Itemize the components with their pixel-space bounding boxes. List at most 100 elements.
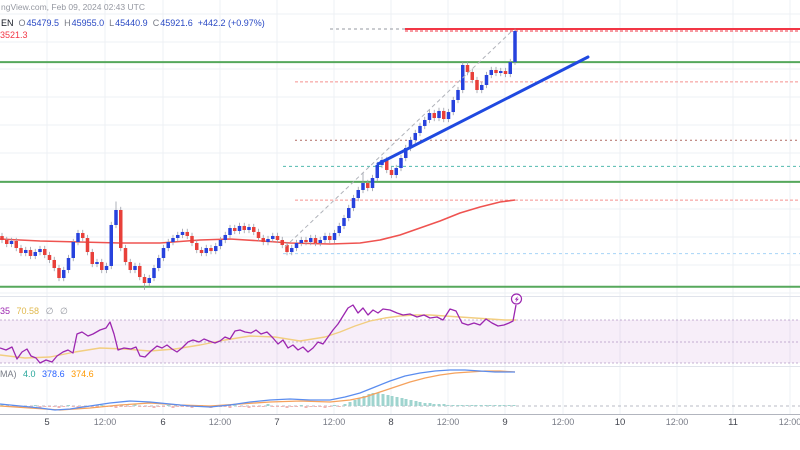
candle-up [133, 265, 137, 270]
candle-up [147, 278, 151, 284]
candle-down [185, 231, 189, 236]
candle-down [85, 238, 90, 253]
blue-uptrend-line [376, 55, 590, 166]
time-label-hour: 12:00 [322, 417, 346, 427]
candle-up [214, 246, 218, 252]
candle-down [304, 239, 308, 243]
candle-down [389, 169, 394, 175]
candle-up [361, 183, 365, 190]
candle-down [47, 254, 52, 260]
candle-down [5, 239, 9, 244]
rsi-value: 35 [0, 306, 11, 316]
candle-up [247, 227, 251, 230]
close-label: C [152, 18, 160, 28]
candle-up [408, 139, 413, 149]
candle-down [366, 183, 370, 189]
trendlines [284, 29, 590, 248]
candle-up [161, 248, 166, 259]
time-label-day: 9 [502, 417, 508, 428]
candle-down [442, 110, 446, 119]
symbol-partial: EN [1, 18, 14, 28]
time-label-hour: 12:00 [93, 417, 117, 427]
candle-down [261, 238, 265, 243]
candle-up [76, 233, 80, 243]
candle-down [14, 240, 18, 249]
candle-up [309, 238, 313, 243]
ma-value-legend: 3521.3 [0, 30, 32, 41]
candle-up [109, 224, 113, 266]
high-value: 45955.0 [71, 18, 105, 28]
candle-down [52, 259, 56, 269]
candle-up [456, 89, 460, 100]
candle-down [233, 228, 237, 231]
time-axis[interactable]: 5 12:00 6 12:00 7 12:00 8 12:00 9 12:00 10 12:00 11 1… [0, 417, 800, 433]
time-label-hour: 12:00 [208, 417, 232, 427]
candle-down [256, 231, 261, 239]
time-label-hour: 12:00 [551, 417, 575, 427]
ohlc-legend: EN O45479.5 H45955.0 L45440.9 C45921.6 +442.2… [1, 18, 270, 29]
candle-down [465, 64, 470, 73]
candle-up [62, 269, 66, 279]
candle-up [218, 239, 223, 247]
candle-up [323, 235, 327, 240]
time-label-day: 10 [614, 417, 626, 428]
change-value: +442.2 (+0.97%) [197, 18, 265, 28]
candle-up [157, 258, 161, 269]
candle-down [138, 265, 142, 278]
candle-down [494, 69, 498, 74]
candle-up [418, 125, 422, 134]
candle-up [423, 119, 427, 126]
open-label: O [18, 18, 26, 28]
candle-up [95, 262, 99, 264]
candle-down [43, 249, 47, 255]
high-label: H [64, 18, 71, 28]
candle-up [332, 233, 337, 240]
candle-up [9, 240, 14, 244]
candle-up [237, 225, 242, 231]
time-label-day: 7 [274, 417, 280, 428]
time-label-hour: 12:00 [778, 417, 800, 427]
candle-down [385, 159, 389, 170]
low-value: 45440.9 [115, 18, 148, 28]
macd-label-partial: MA) [0, 369, 17, 379]
candle-down [470, 72, 474, 80]
candle-up [271, 235, 275, 239]
candle-up [451, 99, 455, 113]
candle-up [404, 148, 408, 159]
rsi-legend: 35 70.58 ∅ ∅ [0, 306, 72, 317]
candle-down [285, 244, 289, 253]
candle-up [337, 225, 341, 234]
time-label-day: 8 [388, 417, 394, 428]
candle-down [313, 238, 318, 244]
grid-lines [0, 0, 800, 414]
time-label-day: 6 [160, 417, 166, 428]
candle-up [489, 69, 493, 75]
candle-down [100, 262, 104, 270]
time-label-day: 5 [44, 417, 50, 428]
candle-down [57, 268, 61, 279]
pane-separators [0, 296, 800, 415]
candle-up [223, 234, 227, 240]
watermark-text: ngView.com, Feb 09, 2024 02:43 UTC [1, 2, 145, 12]
macd-line-value: 378.6 [42, 369, 65, 379]
candle-up [437, 110, 441, 119]
candle-down [142, 277, 147, 284]
candle-down [199, 249, 204, 254]
candle-down [19, 248, 23, 254]
candle-down [0, 236, 4, 240]
candle-up [299, 239, 303, 244]
candle-up [427, 113, 432, 120]
macd-pane [0, 369, 800, 411]
signal-flash-icon[interactable] [510, 293, 523, 305]
rsi-ma-value: 70.58 [16, 306, 40, 316]
candle-up [480, 84, 484, 90]
candle-up [204, 248, 208, 254]
rsi-empty-2: ∅ [59, 306, 68, 316]
candle-up [294, 243, 299, 249]
candle-down [328, 235, 332, 240]
rsi-pane [0, 304, 800, 364]
candle-down [128, 262, 132, 270]
candle-down [280, 239, 284, 245]
